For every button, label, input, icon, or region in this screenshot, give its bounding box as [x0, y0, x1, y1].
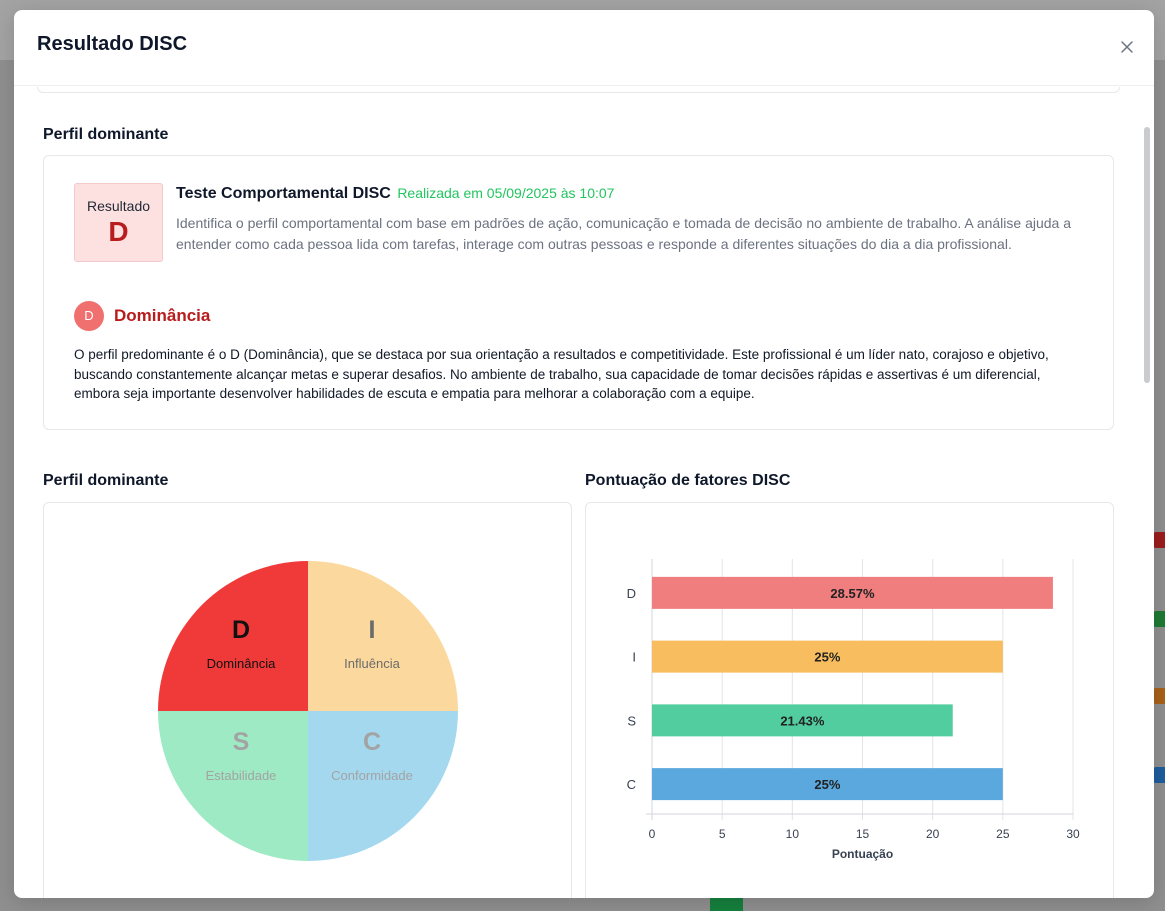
dominance-title: Dominância — [114, 306, 211, 325]
close-icon — [1121, 41, 1133, 53]
bar-d — [652, 576, 1053, 609]
pie-label-c: Conformidade — [331, 768, 413, 783]
bar-value-label: 21.43% — [780, 713, 825, 728]
x-tick-label: 20 — [926, 827, 940, 841]
background-badge-red — [1153, 532, 1165, 548]
pie-letter-c: C — [363, 728, 381, 756]
pie-label-d: Dominância — [207, 656, 276, 671]
result-badge: Resultado D — [74, 183, 163, 262]
result-letter: D — [108, 216, 129, 247]
result-label: Resultado — [86, 198, 151, 214]
y-tick-label: I — [632, 650, 636, 665]
y-tick-label: D — [627, 586, 636, 601]
test-title: Teste Comportamental DISC — [176, 185, 391, 202]
x-tick-label: 25 — [996, 827, 1010, 841]
profile-section-title: Perfil dominante — [43, 126, 169, 143]
bar-value-label: 25% — [814, 777, 840, 792]
pie-section-title: Perfil dominante — [43, 472, 169, 489]
test-date: Realizada em 05/09/2025 às 10:07 — [397, 185, 615, 201]
pie-slice-c — [308, 711, 458, 861]
background-button — [710, 896, 743, 911]
profile-card: Resultado D Teste Comportamental DISC Re… — [43, 155, 1114, 430]
x-tick-label: 10 — [786, 827, 800, 841]
pie-label-i: Influência — [344, 656, 400, 671]
disc-result-modal: Resultado DISC Perfil dominante Resultad… — [14, 10, 1154, 898]
previous-card-edge — [37, 87, 1120, 93]
scrollbar[interactable] — [1144, 127, 1150, 383]
close-button[interactable] — [1120, 40, 1134, 54]
bar-c — [652, 768, 1003, 801]
background-badge-blue — [1153, 767, 1165, 783]
bar-i — [652, 640, 1003, 673]
pie-chart-card: D Dominância I Influência S Estabilidade C Conf… — [43, 502, 572, 898]
pie-label-s: Estabilidade — [206, 768, 277, 783]
pie-letter-i: I — [369, 616, 376, 644]
pie-letter-s: S — [233, 728, 250, 756]
modal-body[interactable]: Perfil dominante Resultado D Teste Compo… — [14, 87, 1154, 898]
x-tick-label: 30 — [1066, 827, 1080, 841]
bar-value-label: 25% — [814, 650, 840, 665]
modal-title: Resultado DISC — [37, 33, 188, 55]
pie-letter-d: D — [232, 616, 250, 644]
bar-s — [652, 704, 953, 737]
background-badge-green — [1153, 611, 1165, 627]
dominance-description: O perfil predominante é o D (Dominância)… — [74, 347, 1049, 401]
bar-value-label: 28.57% — [830, 586, 875, 601]
modal-header: Resultado DISC — [14, 10, 1154, 86]
x-tick-label: 5 — [719, 827, 726, 841]
disc-pie-chart: D Dominância I Influência S Estabilidade C Conf… — [158, 561, 458, 861]
pie-slice-d — [158, 561, 308, 711]
x-axis-title: Pontuação — [832, 847, 893, 861]
x-tick-label: 0 — [649, 827, 656, 841]
dominance-icon: D — [74, 301, 104, 331]
bar-chart-card: 0 5 10 15 20 25 30 D 28.57% I 25% S 21.43% C 25% Pontua… — [585, 502, 1114, 898]
y-tick-label: C — [627, 777, 636, 792]
test-heading: Teste Comportamental DISC Realizada em 0… — [176, 185, 614, 203]
y-tick-label: S — [627, 713, 636, 728]
bar-section-title: Pontuação de fatores DISC — [585, 472, 791, 489]
x-tick-label: 15 — [856, 827, 870, 841]
test-description: Identifica o perfil comportamental com b… — [176, 215, 1072, 252]
background-badge-orange — [1153, 688, 1165, 704]
pie-slice-i — [308, 561, 458, 711]
disc-bar-chart: 0 5 10 15 20 25 30 D 28.57% I 25% S 21.43% C 25% Pontua… — [627, 559, 1080, 861]
pie-slice-s — [158, 711, 308, 861]
